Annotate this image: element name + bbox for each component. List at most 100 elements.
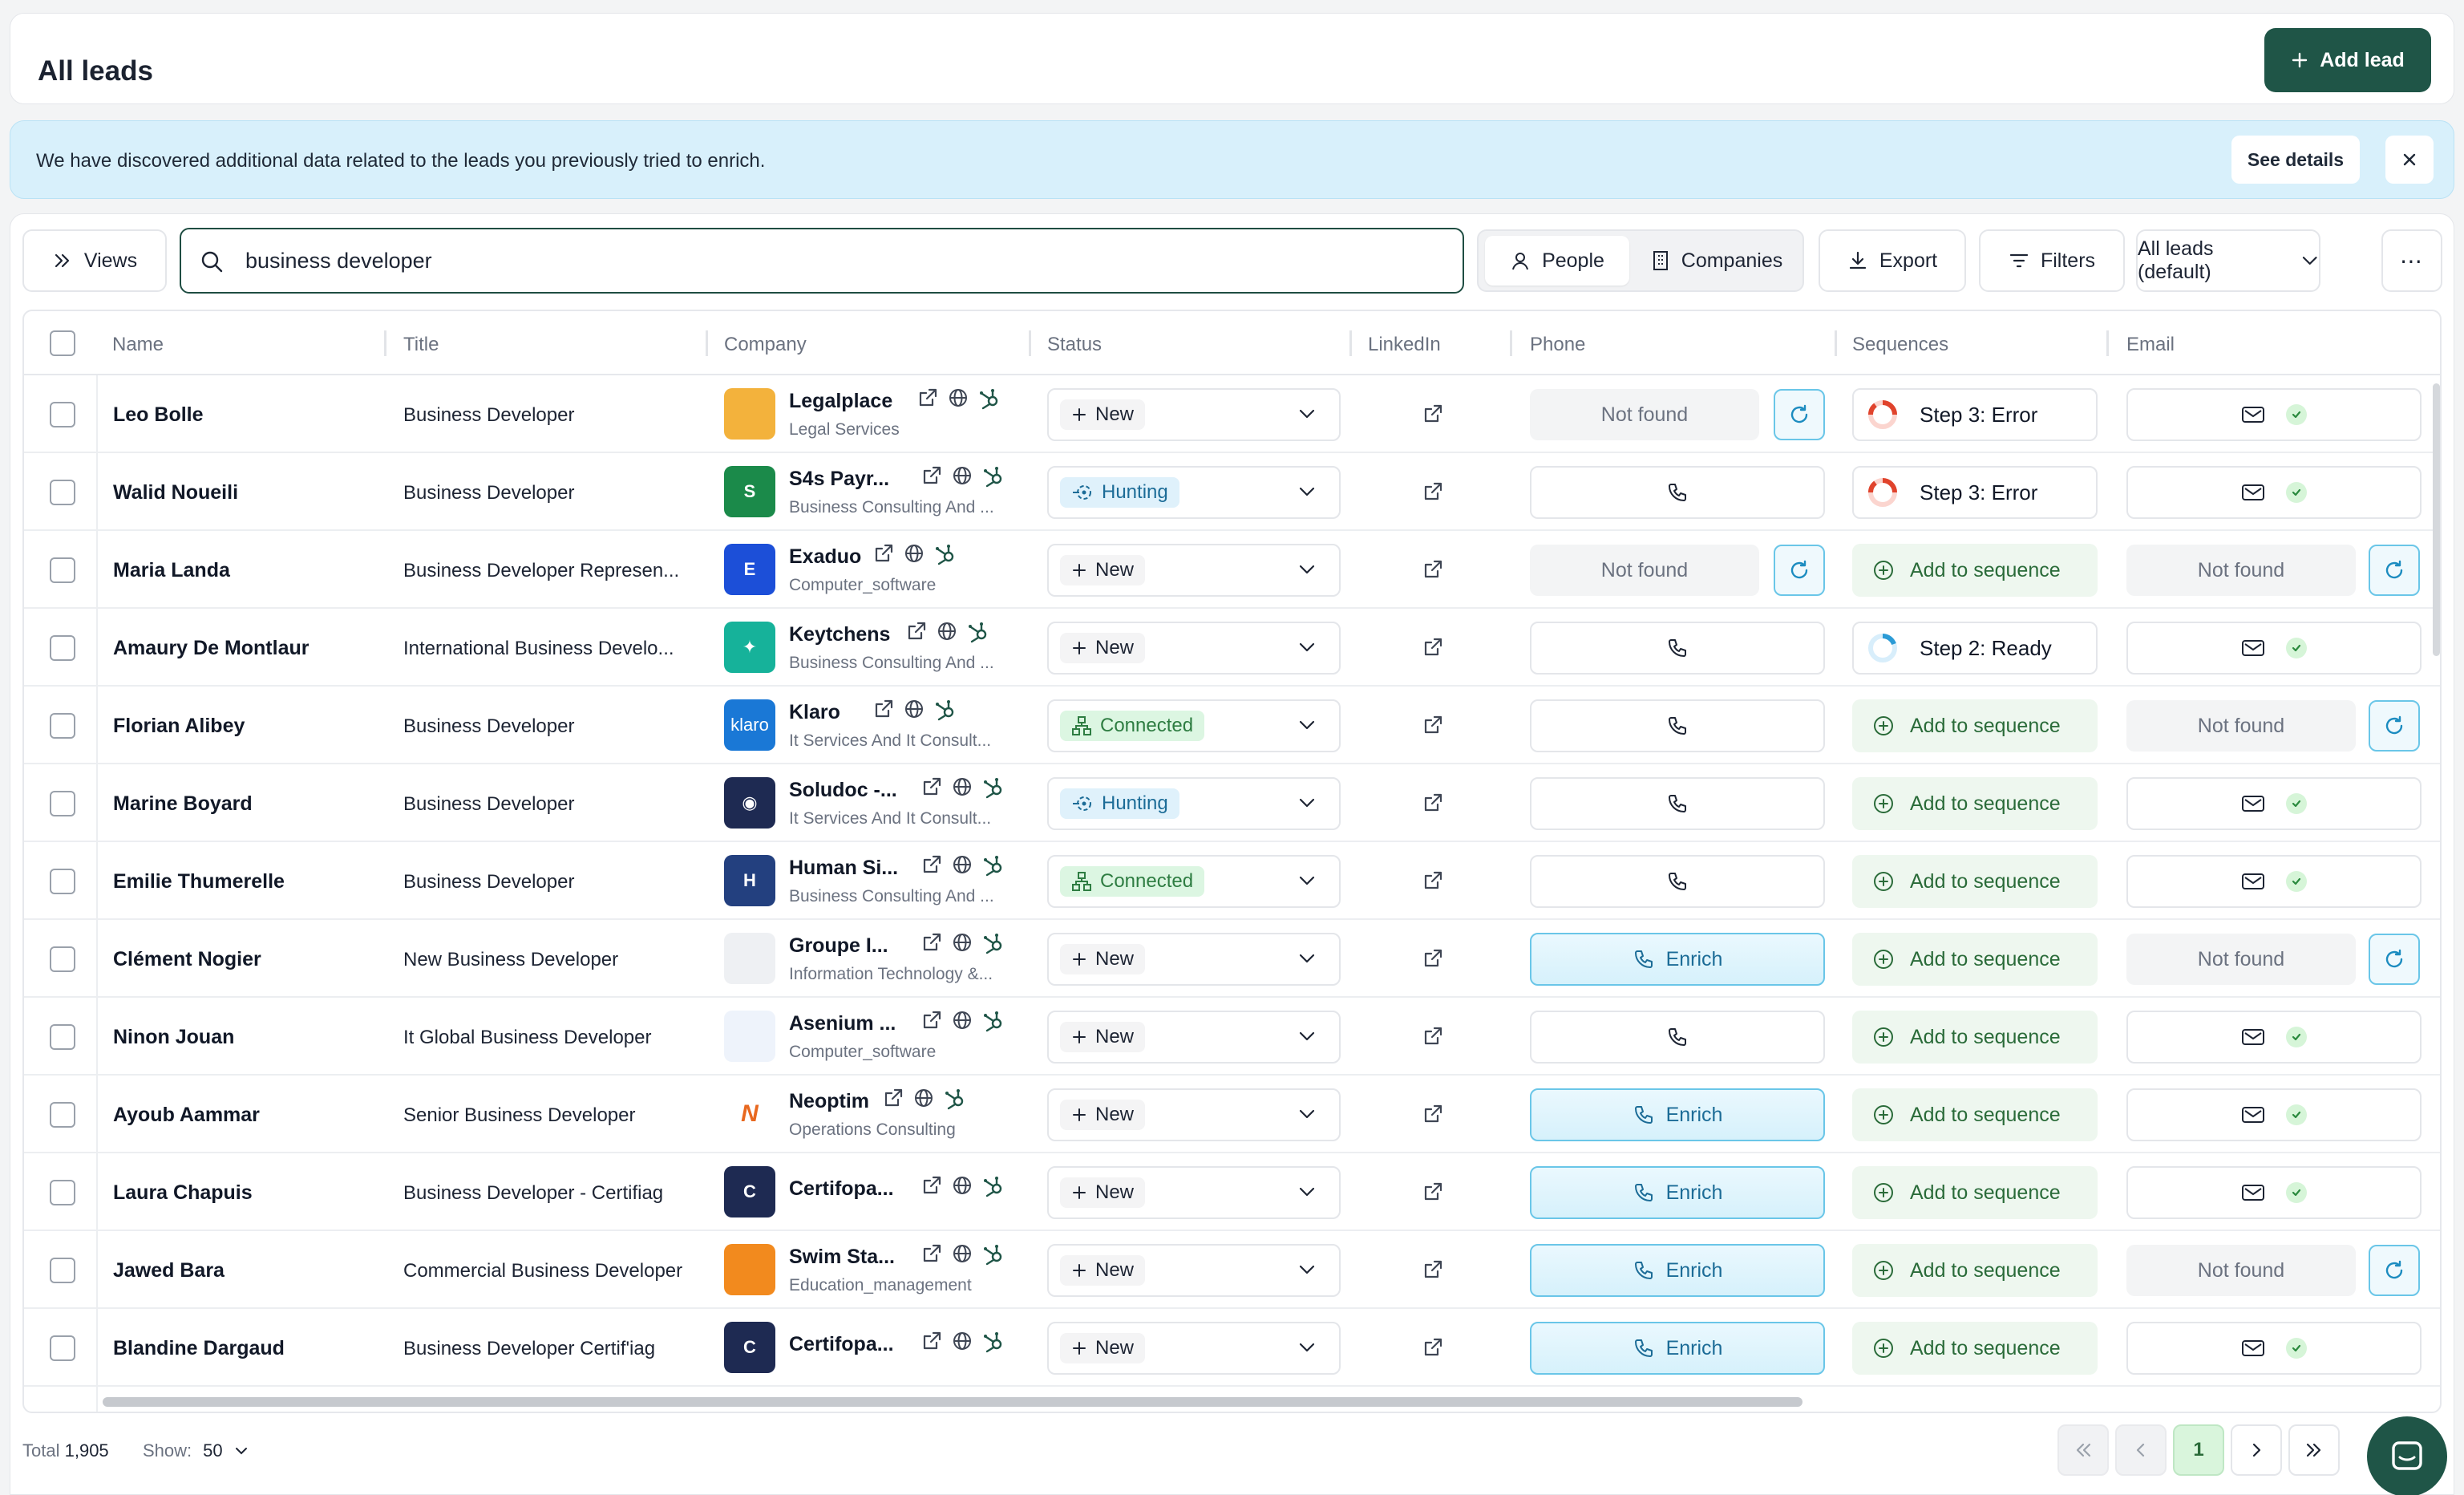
- search-input[interactable]: [245, 241, 1432, 281]
- lead-name[interactable]: Florian Alibey: [113, 715, 245, 737]
- email-refresh-button[interactable]: [2369, 1245, 2420, 1296]
- company-hubspot-link[interactable]: [981, 1009, 1005, 1037]
- table-row[interactable]: Amaury De Montlaur International Business…: [24, 609, 2440, 687]
- row-checkbox[interactable]: [50, 557, 75, 583]
- company-name[interactable]: Swim Sta...: [789, 1246, 895, 1268]
- add-to-sequence-button[interactable]: Add to sequence: [1852, 1166, 2098, 1219]
- filters-button[interactable]: Filters: [1979, 229, 2125, 292]
- company-external-link[interactable]: [920, 1242, 943, 1270]
- linkedin-link[interactable]: [1422, 792, 1444, 818]
- company-name[interactable]: Certifopa...: [789, 1333, 894, 1355]
- vertical-scrollbar[interactable]: [2433, 383, 2440, 656]
- company-name[interactable]: Certifopa...: [789, 1177, 894, 1200]
- see-details-button[interactable]: See details: [2231, 136, 2360, 184]
- add-to-sequence-button[interactable]: Add to sequence: [1852, 1322, 2098, 1375]
- email-refresh-button[interactable]: [2369, 545, 2420, 596]
- more-options-button[interactable]: ⋯: [2381, 229, 2442, 292]
- table-row[interactable]: Walid Noueili Business Developer S S4s Payr…: [24, 453, 2440, 531]
- column-header-phone[interactable]: Phone: [1530, 334, 1586, 355]
- email-button[interactable]: [2126, 466, 2422, 519]
- first-page-button[interactable]: [2057, 1424, 2109, 1476]
- company-external-link[interactable]: [920, 931, 943, 959]
- status-select[interactable]: New: [1047, 622, 1341, 675]
- linkedin-link[interactable]: [1422, 1181, 1444, 1207]
- phone-refresh-button[interactable]: [1774, 545, 1825, 596]
- company-hubspot-link[interactable]: [981, 1174, 1005, 1202]
- status-select[interactable]: New: [1047, 933, 1341, 986]
- lead-name[interactable]: Maria Landa: [113, 559, 230, 581]
- linkedin-link[interactable]: [1422, 1258, 1444, 1285]
- export-button[interactable]: Export: [1819, 229, 1966, 292]
- company-name[interactable]: Exaduo: [789, 545, 862, 568]
- company-hubspot-link[interactable]: [933, 698, 957, 726]
- lead-name[interactable]: Walid Noueili: [113, 481, 239, 504]
- linkedin-link[interactable]: [1422, 714, 1444, 740]
- phone-button[interactable]: [1530, 855, 1825, 908]
- column-divider[interactable]: [706, 330, 708, 356]
- company-external-link[interactable]: [916, 387, 939, 415]
- row-checkbox[interactable]: [50, 713, 75, 739]
- table-row[interactable]: Laura Chapuis Business Developer - Certif…: [24, 1153, 2440, 1231]
- email-button[interactable]: [2126, 388, 2422, 441]
- table-row[interactable]: Marine Boyard Business Developer ◉ Soludoc …: [24, 764, 2440, 842]
- column-divider[interactable]: [1510, 330, 1512, 356]
- company-hubspot-link[interactable]: [981, 1242, 1005, 1270]
- status-select[interactable]: Connected: [1047, 855, 1341, 908]
- email-refresh-button[interactable]: [2369, 700, 2420, 752]
- row-checkbox[interactable]: [50, 480, 75, 505]
- company-hubspot-link[interactable]: [966, 620, 990, 648]
- linkedin-link[interactable]: [1422, 558, 1444, 585]
- table-row[interactable]: Blandine Dargaud Business Developer Certi…: [24, 1309, 2440, 1387]
- page-number-current[interactable]: 1: [2173, 1424, 2224, 1476]
- add-to-sequence-button[interactable]: Add to sequence: [1852, 1244, 2098, 1297]
- linkedin-link[interactable]: [1422, 403, 1444, 429]
- company-name[interactable]: Neoptim: [789, 1090, 869, 1112]
- company-name[interactable]: Human Si...: [789, 857, 899, 879]
- company-external-link[interactable]: [905, 620, 928, 648]
- phone-button[interactable]: [1530, 622, 1825, 675]
- lead-name[interactable]: Ayoub Aammar: [113, 1104, 260, 1126]
- phone-refresh-button[interactable]: [1774, 389, 1825, 440]
- row-checkbox[interactable]: [50, 1258, 75, 1283]
- enrich-phone-button[interactable]: Enrich: [1530, 1166, 1825, 1219]
- company-website-link[interactable]: [951, 1174, 973, 1202]
- next-page-button[interactable]: [2231, 1424, 2282, 1476]
- linkedin-link[interactable]: [1422, 480, 1444, 507]
- column-header-email[interactable]: Email: [2126, 334, 2175, 355]
- status-select[interactable]: New: [1047, 1088, 1341, 1141]
- company-website-link[interactable]: [912, 1087, 935, 1115]
- company-external-link[interactable]: [920, 853, 943, 881]
- views-button[interactable]: Views: [22, 229, 167, 292]
- table-row[interactable]: Clément Nogier New Business Developer Grou…: [24, 920, 2440, 998]
- column-header-company[interactable]: Company: [724, 334, 807, 355]
- email-button[interactable]: [2126, 622, 2422, 675]
- row-checkbox[interactable]: [50, 1335, 75, 1361]
- company-hubspot-link[interactable]: [981, 1330, 1005, 1358]
- table-row[interactable]: Jawed Bara Commercial Business Developer S…: [24, 1231, 2440, 1309]
- column-header-linkedin[interactable]: LinkedIn: [1368, 334, 1441, 355]
- company-website-link[interactable]: [951, 931, 973, 959]
- companies-tab[interactable]: Companies: [1634, 236, 1799, 286]
- table-row[interactable]: Ninon Jouan It Global Business Developer A…: [24, 998, 2440, 1076]
- company-website-link[interactable]: [947, 387, 969, 415]
- lead-name[interactable]: Amaury De Montlaur: [113, 637, 310, 659]
- sequence-status-button[interactable]: Step 3: Error: [1852, 388, 2098, 441]
- add-to-sequence-button[interactable]: Add to sequence: [1852, 933, 2098, 986]
- company-external-link[interactable]: [920, 464, 943, 492]
- status-select[interactable]: New: [1047, 388, 1341, 441]
- email-button[interactable]: [2126, 777, 2422, 830]
- table-row[interactable]: Maria Landa Business Developer Represen..…: [24, 531, 2440, 609]
- chat-support-button[interactable]: [2367, 1416, 2447, 1495]
- company-hubspot-link[interactable]: [981, 776, 1005, 804]
- view-select[interactable]: All leads (default): [2136, 229, 2320, 292]
- people-tab[interactable]: People: [1485, 236, 1629, 286]
- column-header-name[interactable]: Name: [112, 334, 164, 355]
- status-select[interactable]: New: [1047, 1244, 1341, 1297]
- linkedin-link[interactable]: [1422, 1103, 1444, 1129]
- lead-name[interactable]: Marine Boyard: [113, 792, 253, 815]
- column-header-sequences[interactable]: Sequences: [1852, 334, 1949, 355]
- status-select[interactable]: New: [1047, 1011, 1341, 1064]
- email-button[interactable]: [2126, 1166, 2422, 1219]
- row-checkbox[interactable]: [50, 402, 75, 427]
- email-button[interactable]: [2126, 855, 2422, 908]
